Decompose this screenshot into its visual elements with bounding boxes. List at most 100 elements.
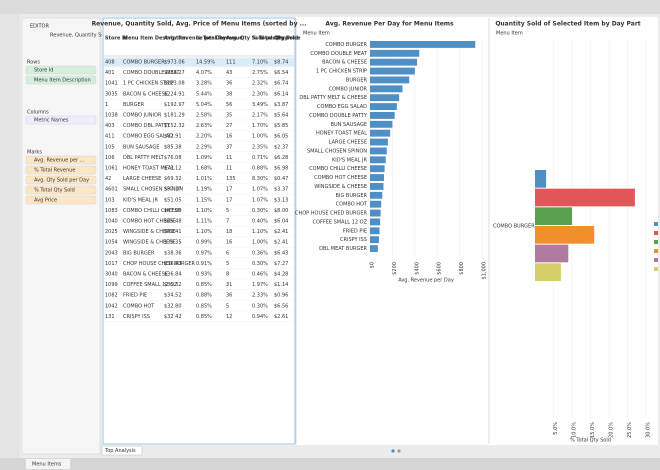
cell: 0.85% (196, 314, 212, 320)
pill[interactable] (25, 155, 97, 165)
y-tick-label: COMBO BURGER (325, 42, 367, 48)
cell: 42 (105, 176, 111, 182)
filter-dropdown[interactable] (101, 445, 143, 456)
pill-label[interactable]: % Total Revenue (34, 168, 75, 174)
legend-swatch (654, 240, 658, 244)
x-tick-label: $600 (437, 262, 443, 275)
pill[interactable] (25, 65, 97, 75)
pill-label[interactable]: % Total Qty Sold (34, 188, 75, 194)
cell: SMALL CHOSEN SPINON (123, 187, 183, 193)
cell: 16 (226, 240, 232, 246)
bar (370, 236, 379, 244)
cell: $39.35 (164, 240, 182, 246)
category-header: Menu Item (496, 31, 523, 37)
bar (370, 76, 410, 84)
pill-label[interactable]: Avg. Qty Sold per Day (34, 178, 89, 184)
cell: 56 (226, 102, 232, 108)
bar (370, 85, 403, 93)
bottom-tab[interactable]: Menu Items (32, 462, 62, 468)
bar (370, 245, 378, 252)
bar (370, 138, 388, 146)
cell: 8 (226, 272, 229, 278)
cell: $6.04 (274, 219, 288, 225)
cell: 2.17% (252, 113, 268, 119)
cell: 38 (226, 91, 232, 97)
pill[interactable] (25, 175, 97, 185)
cell: $4.28 (274, 272, 288, 278)
cell: 2.30% (252, 91, 268, 97)
page-dot[interactable] (397, 449, 401, 453)
cell: $43.41 (164, 229, 182, 235)
cell: $181.29 (164, 113, 185, 119)
cell: 3.28% (196, 81, 212, 87)
y-tick-label: CHOP HOUSE CHED BURGER (295, 211, 368, 217)
cell: $6.14 (274, 91, 288, 97)
legend-swatch (654, 249, 658, 253)
cell: 11 (226, 166, 232, 172)
cell: 0.46% (252, 272, 268, 278)
bar (370, 41, 476, 48)
pill[interactable] (25, 195, 97, 205)
y-tick-label: LARGE CHEESE (329, 140, 367, 146)
y-tick-label: COMBO CHILLI CHEESE (309, 166, 367, 172)
cell: 1.00% (252, 134, 268, 140)
legend-swatch (654, 267, 658, 271)
y-tick-label: COFFEE SMALL 12 OZ (313, 219, 368, 225)
cell: 1054 (105, 240, 118, 246)
y-tick-label: WINGSIDE & CHEESE (314, 184, 367, 190)
x-tick-label: 25.0% (627, 422, 633, 438)
pill[interactable] (25, 115, 97, 125)
pill[interactable] (25, 75, 97, 85)
cell: 1061 (105, 166, 118, 172)
cell: 12 (226, 314, 232, 320)
cell: 2.63% (196, 123, 212, 129)
cell: 0.30% (252, 261, 268, 267)
cell: 2.75% (252, 70, 268, 76)
pill-label[interactable]: Avg. Revenue per ... (34, 158, 85, 164)
sheet-tab-box[interactable] (26, 459, 70, 469)
row-highlight (104, 57, 294, 67)
bar (370, 67, 415, 75)
cell: 1.10% (252, 229, 268, 235)
bar (370, 200, 382, 208)
filter-label[interactable]: Top Analysis (104, 448, 136, 454)
cell: 1041 (105, 81, 118, 87)
cell: COMBO CHILLI CHEESE (123, 208, 181, 214)
cell: 0.97% (196, 250, 212, 256)
cell: $152.32 (164, 123, 185, 129)
cell: BACON & CHEESE (123, 91, 168, 97)
cell: 408 (105, 60, 115, 66)
cell: $7.27 (274, 261, 288, 267)
cell: 8.30% (252, 176, 268, 182)
cell: $76.08 (164, 155, 182, 161)
bar (370, 174, 384, 181)
cell: $8.00 (274, 208, 288, 214)
cell: 11 (226, 155, 232, 161)
shelf-title: Rows (27, 60, 40, 66)
cell: $0.96 (274, 293, 288, 299)
shelf-title: Marks (27, 150, 42, 156)
sheet-tab[interactable]: Revenue, Quantity Sold, A... (50, 33, 121, 39)
cell: 0.94% (252, 314, 268, 320)
cell: 411 (105, 134, 115, 140)
cell: 18 (226, 229, 232, 235)
editor-tab[interactable]: EDITOR (30, 24, 49, 30)
table-title: Revenue, Quantity Sold, Avg. Price of Me… (92, 21, 307, 28)
page-dot[interactable] (391, 449, 395, 453)
pill-label[interactable]: Metric Names (34, 118, 69, 124)
cell: $51.05 (164, 197, 182, 203)
cell: 4.07% (196, 70, 212, 76)
pill-label[interactable]: Menu Item Description (34, 78, 91, 84)
cell: WINGSIDE & CHEESE (123, 240, 176, 246)
y-tick-label: COMBO HOT (336, 202, 368, 208)
editor-panel (21, 17, 101, 455)
pill[interactable] (25, 165, 97, 175)
cell: 1042 (105, 303, 118, 309)
cell: 36 (226, 293, 232, 299)
pill-label[interactable]: Store Id (34, 68, 53, 74)
y-tick-label: BACON & CHEESE (322, 60, 367, 66)
pill[interactable] (25, 185, 97, 195)
pill-label[interactable]: Avg Price (34, 198, 57, 204)
cell: 37 (226, 144, 232, 150)
